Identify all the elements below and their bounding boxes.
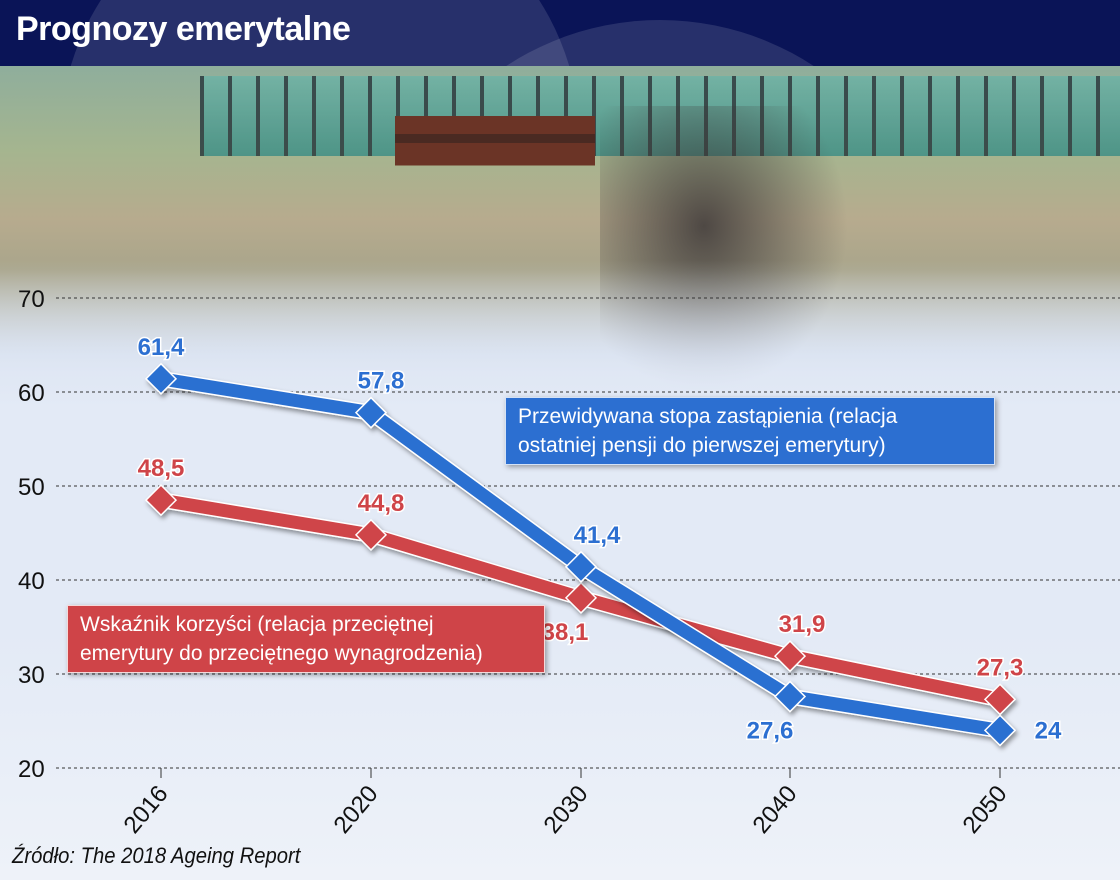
data-point-marker — [983, 683, 1017, 716]
data-point-marker — [144, 484, 178, 517]
y-tick-label: 30 — [18, 662, 45, 689]
y-tick-label: 60 — [18, 380, 45, 407]
data-label: 41,4 — [574, 522, 621, 549]
header-bar: Prognozy emerytalne — [0, 0, 1120, 66]
x-tick-label: 2040 — [748, 781, 803, 839]
data-point-marker — [773, 680, 807, 713]
data-point-marker — [354, 518, 388, 551]
data-label: 44,8 — [358, 490, 405, 517]
legend-text-line: ostatniej pensji do pierwszej emerytury) — [518, 434, 886, 457]
data-label: 48,5 — [138, 455, 185, 482]
data-label: 57,8 — [358, 368, 405, 395]
data-point-marker — [354, 396, 388, 429]
data-series — [144, 362, 1017, 747]
data-point-marker — [983, 714, 1017, 747]
photo-bench — [395, 116, 595, 206]
data-point-marker — [564, 581, 598, 614]
data-label: 27,3 — [977, 654, 1024, 681]
y-axis-ticks: 20 30 40 50 60 70 — [18, 286, 45, 783]
x-tick-label: 2020 — [329, 781, 384, 839]
data-point-marker — [773, 640, 807, 673]
x-axis-ticks: 2016 2020 2030 2040 2050 — [119, 768, 1013, 839]
x-tick-label: 2030 — [539, 781, 594, 839]
data-point-marker — [144, 362, 178, 395]
chart-title: Prognozy emerytalne — [16, 10, 351, 48]
legend-text-line: emerytury do przeciętnego wynagrodzenia) — [80, 642, 483, 665]
y-tick-label: 50 — [18, 474, 45, 501]
header-decoration — [60, 0, 580, 66]
source-note: Źródło: The 2018 Ageing Report — [12, 843, 301, 868]
data-label: 24 — [1035, 717, 1062, 744]
y-tick-label: 70 — [18, 286, 45, 313]
data-labels: 48,5 44,8 38,1 31,9 27,3 61,4 57,8 41,4 27,6 24 — [136, 332, 1063, 746]
y-tick-label: 40 — [18, 568, 45, 595]
y-tick-label: 20 — [18, 756, 45, 783]
data-point-marker — [564, 550, 598, 583]
data-label: 61,4 — [138, 334, 185, 361]
legend-replacement-rate: Przewidywana stopa zastąpienia (relacja … — [505, 397, 995, 465]
data-label: 27,6 — [747, 718, 794, 745]
data-label: 38,1 — [542, 619, 589, 646]
series-benefit-ratio — [144, 484, 1017, 716]
legend-text-line: Przewidywana stopa zastąpienia (relacja — [518, 405, 898, 428]
plot-background — [0, 260, 1120, 880]
x-tick-label: 2050 — [958, 781, 1013, 839]
series-replacement-rate — [144, 362, 1017, 747]
legend-benefit-ratio: Wskaźnik korzyści (relacja przeciętnej e… — [67, 605, 545, 673]
x-tick-label: 2016 — [119, 781, 174, 839]
data-label: 31,9 — [779, 611, 826, 638]
legend-text-line: Wskaźnik korzyści (relacja przeciętnej — [80, 613, 434, 636]
